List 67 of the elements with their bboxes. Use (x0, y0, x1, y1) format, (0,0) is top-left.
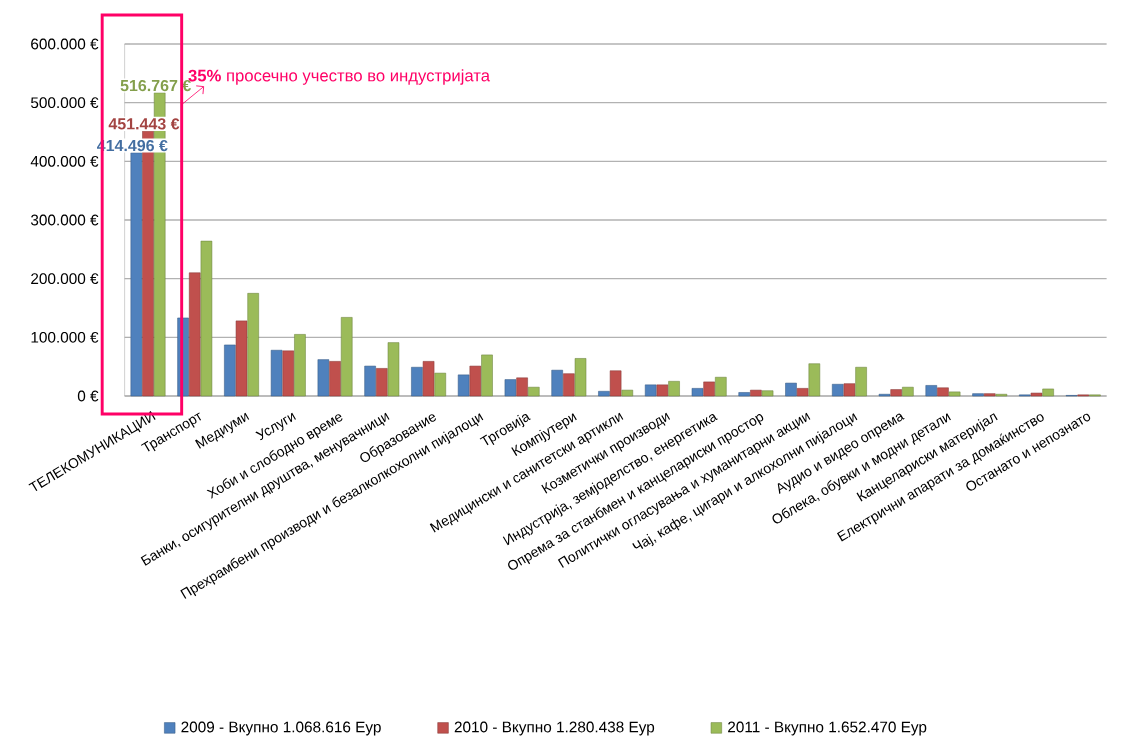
bar (282, 350, 295, 397)
bar (796, 388, 809, 397)
bar (902, 386, 914, 397)
bar (247, 293, 259, 397)
bar (528, 386, 540, 397)
bar (761, 390, 774, 397)
y-tick-label: 200.000 € (31, 273, 99, 285)
bar (808, 363, 821, 397)
bar (972, 393, 984, 397)
y-tick-label: 300.000 € (30, 214, 99, 226)
legend-label: 2009 - Вкупно 1.068.616 Еур (181, 721, 381, 736)
bar (200, 240, 213, 397)
bar (656, 384, 669, 397)
bar (644, 384, 657, 397)
bar (481, 354, 493, 397)
bar (668, 381, 680, 397)
bar (925, 385, 938, 397)
bar (434, 372, 447, 397)
bar (598, 391, 610, 397)
bar (294, 334, 306, 397)
y-tick-label: 100.000 € (31, 331, 99, 343)
bar (1030, 392, 1043, 397)
bar (189, 272, 201, 397)
data-label: 451.443 € (108, 118, 180, 130)
data-label: 516.767 € (120, 79, 191, 92)
bar (937, 387, 949, 397)
bar (948, 391, 961, 397)
legend-label: 2011 - Вкупно 1.652.470 Еур (728, 721, 927, 736)
bar (574, 358, 587, 397)
bar (691, 388, 704, 397)
bar (516, 377, 528, 397)
bar (890, 389, 902, 397)
y-tick-label: 600.000 € (31, 38, 99, 50)
bar (235, 320, 248, 397)
bar (855, 366, 867, 397)
bar (411, 366, 423, 397)
bar (785, 382, 797, 397)
bar (270, 349, 283, 397)
bar (422, 361, 435, 397)
bar (457, 374, 470, 397)
bar (376, 368, 388, 397)
bar (329, 361, 341, 397)
legend-label: 2010 - Вкупно 1.280.438 Еур (454, 721, 655, 736)
bar (1042, 388, 1054, 397)
bar (504, 379, 517, 397)
y-tick-label: 500.000 € (30, 97, 99, 109)
bar (551, 369, 563, 397)
bar (750, 389, 762, 397)
bar (843, 383, 856, 397)
bar (983, 393, 996, 397)
bar (387, 342, 400, 397)
bar (130, 152, 143, 397)
bar (738, 392, 751, 397)
bar (703, 381, 715, 397)
y-tick-label: 400.000 € (30, 155, 99, 167)
annotation: 35% просечно учество во индустријата (188, 69, 491, 85)
bar (831, 383, 844, 397)
bar (609, 370, 622, 397)
bar (364, 365, 376, 397)
bar (224, 344, 236, 397)
bar (563, 373, 575, 397)
bar (621, 389, 634, 397)
bar (317, 359, 330, 397)
bar (469, 365, 482, 397)
y-tick-label: 0 € (77, 390, 99, 402)
bar (340, 317, 353, 397)
bar (715, 376, 727, 397)
